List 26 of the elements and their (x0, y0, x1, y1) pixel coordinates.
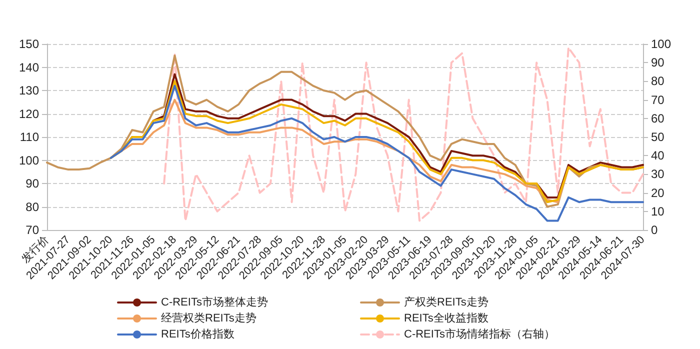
y-tick-label: 80 (26, 200, 40, 214)
y-tick-label: 140 (18, 60, 40, 74)
legend-label: C-REITs市场情绪指标（右轴） (404, 328, 555, 340)
y2-tick-label: 0 (651, 223, 658, 237)
legend-label: C-REITs市场整体走势 (161, 296, 268, 308)
y-tick-label: 130 (18, 84, 40, 98)
y2-tick-label: 10 (651, 204, 665, 218)
y-tick-label: 90 (26, 176, 40, 190)
y-tick-label: 110 (20, 130, 40, 144)
y2-tick-label: 40 (651, 148, 665, 163)
y2-tick-label: 20 (651, 186, 665, 200)
legend-label: REITs全收益指数 (404, 312, 488, 324)
y2-tick-label: 100 (651, 37, 672, 51)
y-tick-label: 70 (26, 223, 40, 237)
legend-label: 经营权类REITs走势 (161, 312, 256, 324)
y-tick-label: 100 (18, 153, 40, 168)
legend-label: 产权类REITs走势 (404, 296, 488, 308)
y2-tick-label: 50 (651, 130, 665, 144)
y2-tick-label: 90 (651, 56, 665, 70)
y2-tick-label: 70 (651, 92, 665, 107)
legend-label: REITs价格指数 (161, 328, 234, 340)
y-tick-label: 120 (18, 106, 40, 121)
y2-tick-label: 80 (651, 74, 665, 88)
y2-tick-label: 60 (651, 111, 665, 126)
y-tick-label: 150 (18, 37, 40, 51)
y2-tick-label: 30 (651, 167, 665, 182)
